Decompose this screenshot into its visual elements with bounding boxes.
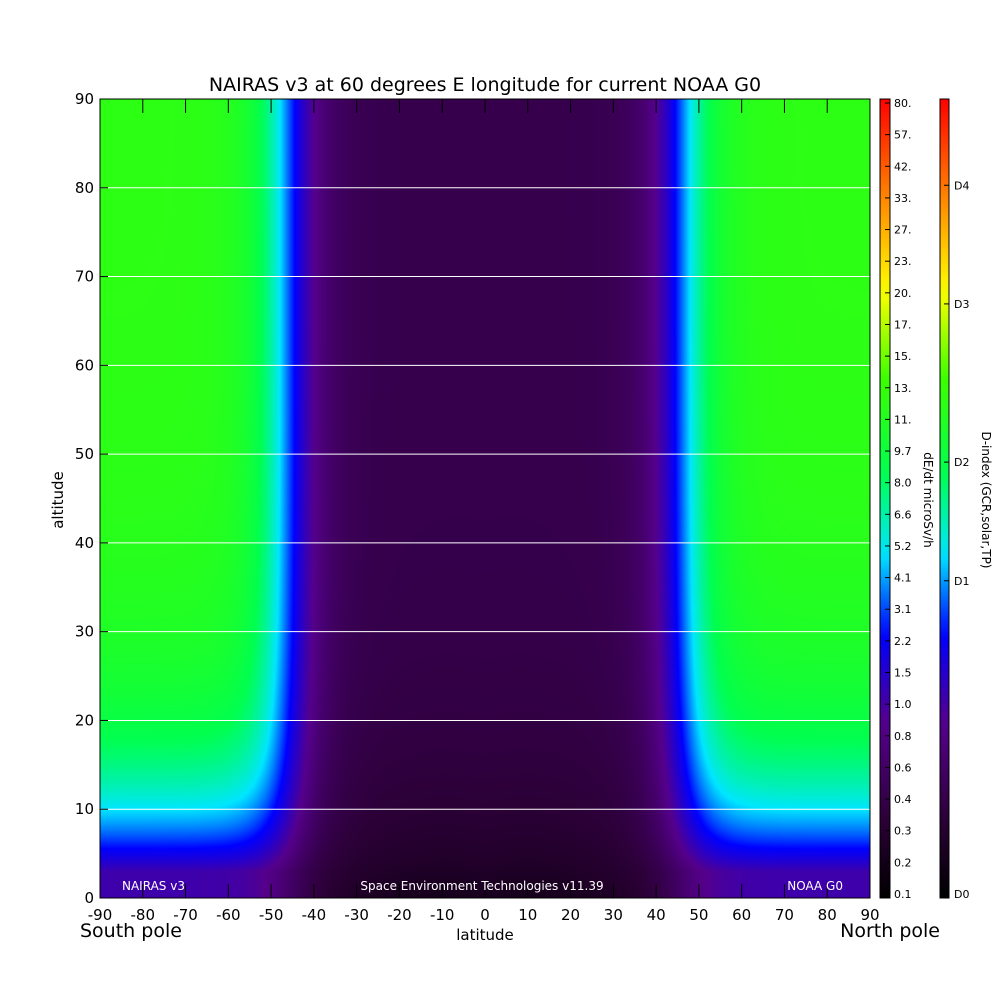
dose-colorbar-tick-label: 4.1 bbox=[894, 572, 912, 585]
dose-colorbar-tick-label: 27. bbox=[894, 224, 912, 237]
dose-colorbar-tick-label: 13. bbox=[894, 382, 912, 395]
dose-colorbar-tick-label: 2.2 bbox=[894, 635, 912, 648]
x-tick-label: 40 bbox=[647, 906, 666, 924]
y-tick-label: 50 bbox=[75, 445, 94, 463]
dindex-colorbar-tick-label: D4 bbox=[954, 179, 969, 192]
annotation-left: NAIRAS v3 bbox=[122, 879, 185, 893]
dindex-colorbar bbox=[939, 98, 950, 899]
dindex-colorbar-tick-label: D1 bbox=[954, 575, 969, 588]
dose-colorbar-tick-label: 0.4 bbox=[894, 793, 912, 806]
x-tick-label: -80 bbox=[131, 906, 156, 924]
x-axis-label: latitude bbox=[456, 926, 514, 944]
dose-colorbar-tick-label: 0.6 bbox=[894, 761, 912, 774]
x-tick-label: -50 bbox=[259, 906, 284, 924]
x-tick-label: 50 bbox=[689, 906, 708, 924]
dose-colorbar-tick-label: 0.3 bbox=[894, 825, 912, 838]
x-tick-label: -70 bbox=[173, 906, 198, 924]
x-tick-label: 90 bbox=[860, 906, 879, 924]
dose-colorbar-tick-label: 15. bbox=[894, 350, 912, 363]
dose-colorbar-tick-label: 57. bbox=[894, 129, 912, 142]
y-tick-label: 30 bbox=[75, 623, 94, 641]
dose-colorbar-tick-label: 8.0 bbox=[894, 477, 912, 490]
x-tick-label: 70 bbox=[775, 906, 794, 924]
dindex-colorbar-tick-label: D2 bbox=[954, 456, 969, 469]
dose-colorbar-tick-label: 3.1 bbox=[894, 603, 912, 616]
y-tick-label: 90 bbox=[75, 90, 94, 108]
y-tick-label: 0 bbox=[84, 889, 94, 907]
dose-colorbar-tick-label: 0.1 bbox=[894, 888, 912, 901]
dose-colorbar-tick-label: 9.7 bbox=[894, 445, 912, 458]
dose-colorbar-tick-label: 6.6 bbox=[894, 508, 912, 521]
dose-colorbar-tick-label: 20. bbox=[894, 287, 912, 300]
dose-colorbar-label: dE/dt microSv/h bbox=[921, 452, 935, 547]
y-tick-label: 80 bbox=[75, 179, 94, 197]
dose-colorbar-tick-label: 80. bbox=[894, 97, 912, 110]
dose-colorbar-tick-label: 11. bbox=[894, 413, 912, 426]
dose-colorbar-tick-label: 1.0 bbox=[894, 698, 912, 711]
x-tick-label: 30 bbox=[604, 906, 623, 924]
x-tick-label: 20 bbox=[561, 906, 580, 924]
chart-title: NAIRAS v3 at 60 degrees E longitude for … bbox=[209, 74, 761, 96]
y-tick-label: 40 bbox=[75, 534, 94, 552]
dose-colorbar-tick-label: 0.8 bbox=[894, 730, 912, 743]
y-tick-label: 20 bbox=[75, 711, 94, 729]
y-tick-label: 10 bbox=[75, 800, 94, 818]
south-pole-label: South pole bbox=[80, 920, 182, 942]
dose-colorbar-tick-label: 17. bbox=[894, 318, 912, 331]
annotation-right: NOAA G0 bbox=[787, 879, 843, 893]
dose-colorbar-tick-label: 1.5 bbox=[894, 667, 912, 680]
annotation-center: Space Environment Technologies v11.39 bbox=[360, 879, 603, 893]
dose-colorbar-tick-label: 42. bbox=[894, 160, 912, 173]
x-tick-label: 60 bbox=[732, 906, 751, 924]
x-tick-label: -30 bbox=[344, 906, 369, 924]
dose-colorbar-tick-label: 23. bbox=[894, 255, 912, 268]
x-tick-label: -20 bbox=[387, 906, 412, 924]
y-axis-label: altitude bbox=[49, 471, 67, 529]
x-tick-label: -60 bbox=[216, 906, 241, 924]
dose-colorbar-tick-label: 0.2 bbox=[894, 856, 912, 869]
heatmap-field bbox=[100, 99, 870, 898]
x-tick-label: 0 bbox=[480, 906, 490, 924]
y-tick-label: 70 bbox=[75, 268, 94, 286]
dindex-colorbar-tick-label: D3 bbox=[954, 298, 969, 311]
dindex-colorbar-tick-label: D0 bbox=[954, 888, 969, 901]
y-tick-label: 60 bbox=[75, 356, 94, 374]
north-pole-label: North pole bbox=[840, 920, 940, 942]
x-tick-label: -10 bbox=[430, 906, 455, 924]
x-tick-label: -40 bbox=[302, 906, 327, 924]
x-tick-label: -90 bbox=[88, 906, 113, 924]
dindex-colorbar-label: D-index (GCR,solar,TP) bbox=[979, 431, 993, 568]
dose-colorbar-tick-label: 5.2 bbox=[894, 540, 912, 553]
x-tick-label: 10 bbox=[518, 906, 537, 924]
dose-colorbar-tick-label: 33. bbox=[894, 192, 912, 205]
dose-colorbar bbox=[879, 98, 891, 899]
x-tick-label: 80 bbox=[818, 906, 837, 924]
